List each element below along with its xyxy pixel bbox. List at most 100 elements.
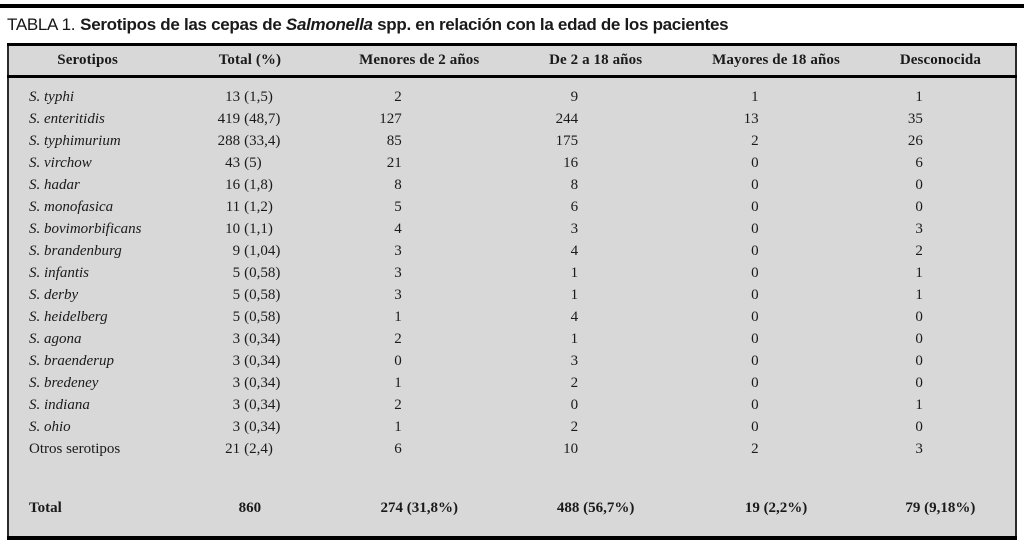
cell-under2: 1 — [334, 372, 505, 394]
total-unknown-value: 79 (9,18%) — [905, 500, 976, 516]
serotype-name: S. heidelberg — [29, 309, 108, 325]
serotype-name: S. agona — [29, 331, 82, 347]
cell-serotype: S. hadar — [8, 174, 166, 196]
total-percent: (1,2) — [244, 199, 273, 215]
cell-over18: 0 — [686, 284, 865, 306]
table-row: S. enteritidis 419 (48,7) 127 244 13 35 — [8, 108, 1016, 130]
age2to18-value: 175 — [555, 133, 579, 149]
age2to18-value: 4 — [570, 243, 579, 259]
cell-total: 5 (0,58) — [166, 262, 333, 284]
cell-total: 3 (0,34) — [166, 328, 333, 350]
total-percent: (2,4) — [244, 441, 273, 457]
cell-total: 3 (0,34) — [166, 394, 333, 416]
unknown-value: 1 — [915, 265, 923, 281]
cell-unknown: 0 — [866, 350, 1016, 372]
unknown-value: 35 — [907, 111, 923, 127]
unknown-value: 1 — [915, 89, 923, 105]
cell-serotype: S. bredeney — [8, 372, 166, 394]
age2to18-value: 10 — [563, 441, 579, 457]
serotype-name: S. bovimorbificans — [29, 221, 142, 237]
cell-serotype: S. heidelberg — [8, 306, 166, 328]
top-rule — [0, 4, 1024, 8]
cell-unknown: 35 — [866, 108, 1016, 130]
over18-value: 0 — [751, 155, 759, 171]
cell-under2: 1 — [334, 306, 505, 328]
over18-value: 0 — [751, 265, 759, 281]
cell-serotype: S. infantis — [8, 262, 166, 284]
cell-under2: 3 — [334, 284, 505, 306]
header-over18: Mayores de 18 años — [686, 44, 866, 78]
table-row: S. heidelberg 5 (0,58) 1 4 0 0 — [8, 306, 1016, 328]
total-percent: (1,5) — [244, 89, 273, 105]
cell-unknown: 3 — [866, 438, 1016, 460]
table-title: TABLA 1. Serotipos de las cepas de Salmon… — [7, 15, 1018, 35]
age2to18-value: 4 — [570, 309, 579, 325]
age2to18-value: 16 — [563, 155, 579, 171]
total-percent: (33,4) — [244, 133, 281, 149]
cell-total-age2to18: 488 (56,7%) — [505, 460, 686, 538]
header-row: Serotipos Total (%) Menores de 2 años De… — [8, 44, 1016, 78]
cell-age2to18: 9 — [505, 77, 686, 109]
cell-total-label: Total — [8, 460, 166, 538]
total-value: 419 — [217, 111, 241, 127]
cell-total: 5 (0,58) — [166, 306, 333, 328]
cell-age2to18: 3 — [505, 350, 686, 372]
age2to18-value: 2 — [570, 419, 579, 435]
cell-age2to18: 4 — [505, 240, 686, 262]
total-row: Total 860 274 (31,8%) 488 (56,7%) 19 (2,… — [8, 460, 1016, 538]
table-row: S. hadar 16 (1,8) 8 8 0 0 — [8, 174, 1016, 196]
table-header: Serotipos Total (%) Menores de 2 años De… — [8, 44, 1016, 78]
unknown-value: 2 — [915, 243, 923, 259]
cell-over18: 0 — [686, 394, 865, 416]
unknown-value: 1 — [915, 287, 923, 303]
table-row: S. ohio 3 (0,34) 1 2 0 0 — [8, 416, 1016, 438]
cell-under2: 5 — [334, 196, 505, 218]
total-percent: (1,8) — [244, 177, 273, 193]
age2to18-value: 0 — [570, 397, 579, 413]
header-unknown: Desconocida — [865, 44, 1016, 78]
cell-over18: 2 — [686, 130, 865, 152]
cell-age2to18: 16 — [505, 152, 686, 174]
over18-value: 0 — [751, 397, 759, 413]
cell-unknown: 1 — [866, 77, 1016, 109]
total-percent: (5) — [244, 155, 262, 171]
cell-under2: 3 — [334, 262, 505, 284]
age2to18-value: 6 — [570, 199, 579, 215]
grand-total-value: 860 — [238, 500, 262, 516]
over18-value: 0 — [751, 419, 759, 435]
total-value: 3 — [232, 419, 241, 435]
total-percent: (0,34) — [244, 353, 281, 369]
total-percent: (1,04) — [244, 243, 281, 259]
table-row: S. typhi 13 (1,5) 2 9 1 1 — [8, 77, 1016, 109]
total-value: 5 — [232, 309, 241, 325]
title-text-before: Serotipos de las cepas de — [80, 15, 282, 34]
cell-total: 419 (48,7) — [166, 108, 333, 130]
under2-value: 5 — [394, 199, 402, 215]
cell-age2to18: 244 — [505, 108, 686, 130]
cell-age2to18: 2 — [505, 416, 686, 438]
cell-unknown: 2 — [866, 240, 1016, 262]
serotype-name: S. ohio — [29, 419, 71, 435]
under2-value: 2 — [394, 331, 402, 347]
cell-age2to18: 10 — [505, 438, 686, 460]
total-percent: (0,34) — [244, 397, 281, 413]
cell-over18: 0 — [686, 152, 865, 174]
under2-value: 1 — [394, 309, 402, 325]
cell-unknown: 26 — [866, 130, 1016, 152]
table-row: S. virchow 43 (5) 21 16 0 6 — [8, 152, 1016, 174]
cell-unknown: 0 — [866, 416, 1016, 438]
unknown-value: 0 — [915, 199, 923, 215]
serotype-name: S. derby — [29, 287, 79, 303]
age2to18-value: 1 — [570, 331, 579, 347]
cell-serotype: S. indiana — [8, 394, 166, 416]
unknown-value: 0 — [915, 375, 923, 391]
cell-over18: 0 — [686, 328, 865, 350]
total-percent: (48,7) — [244, 111, 281, 127]
cell-total: 3 (0,34) — [166, 372, 333, 394]
total-value: 21 — [225, 441, 241, 457]
table-row: S. derby 5 (0,58) 3 1 0 1 — [8, 284, 1016, 306]
total-value: 5 — [232, 287, 241, 303]
table-row: S. monofasica 11 (1,2) 5 6 0 0 — [8, 196, 1016, 218]
cell-age2to18: 6 — [505, 196, 686, 218]
cell-unknown: 1 — [866, 262, 1016, 284]
